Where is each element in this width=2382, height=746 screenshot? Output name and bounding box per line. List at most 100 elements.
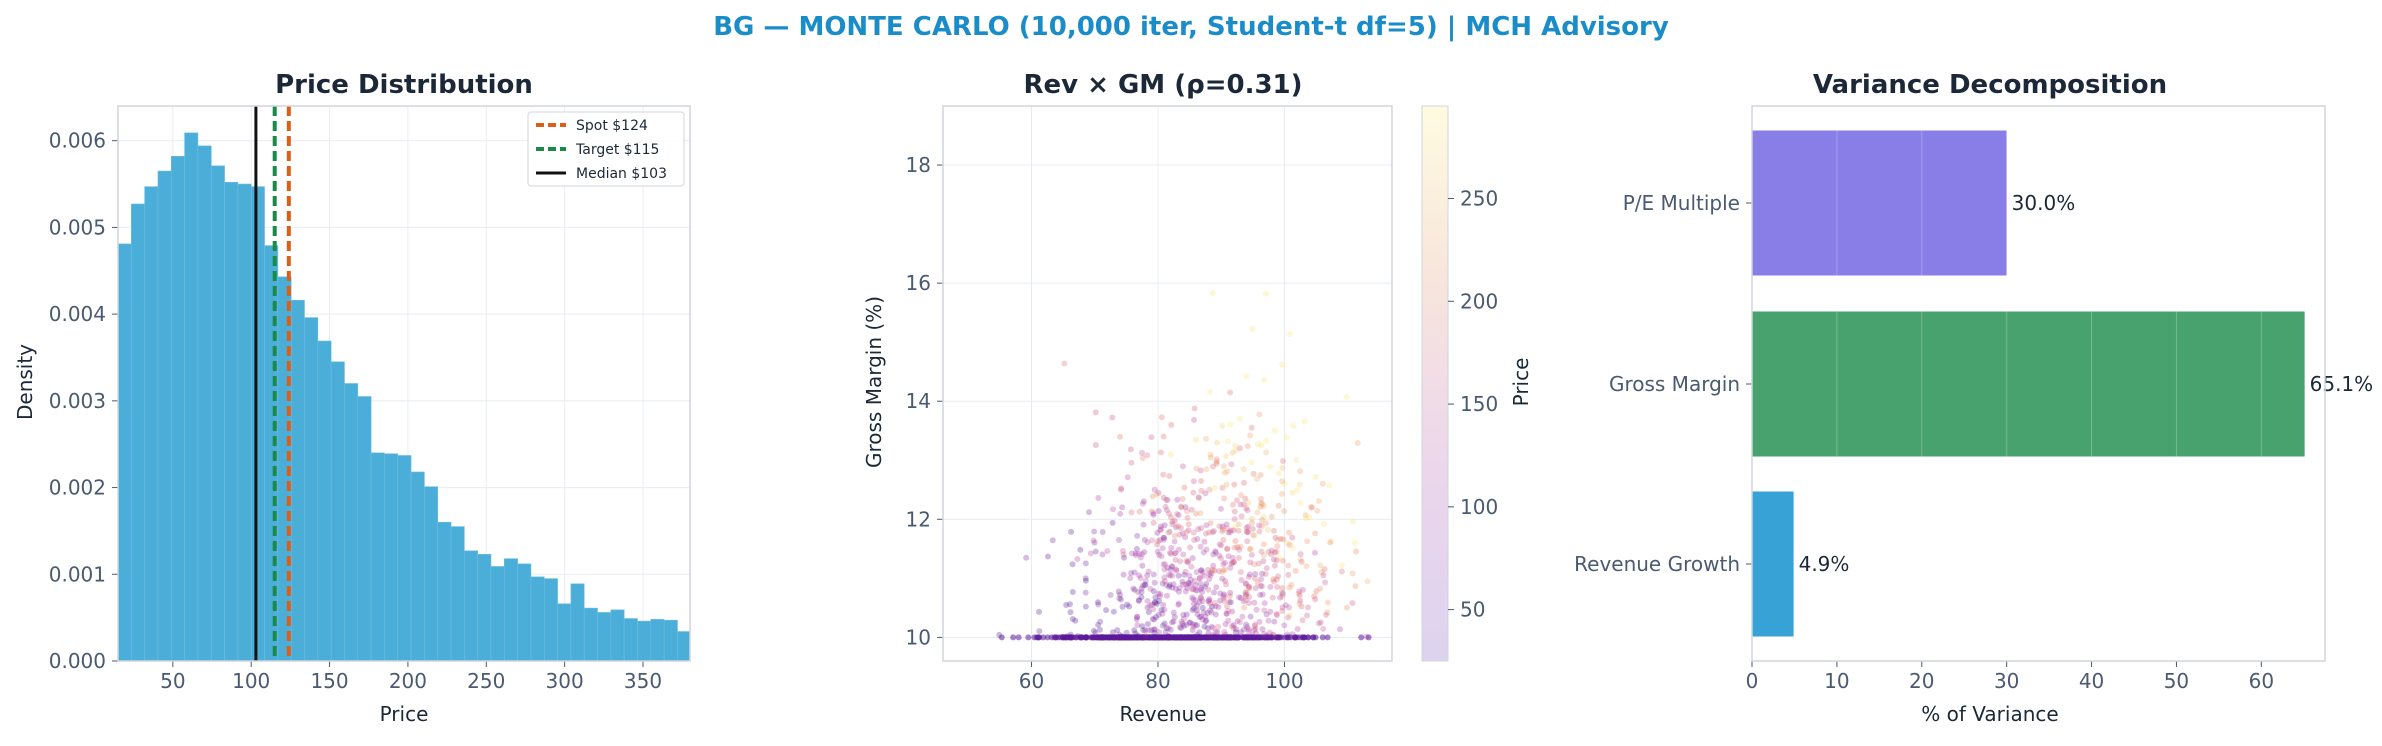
- x-tick-label: 60: [2249, 669, 2274, 693]
- histogram-bar: [131, 203, 145, 662]
- scatter-point: [1243, 621, 1250, 628]
- scatter-point: [1099, 551, 1106, 558]
- scatter-point: [1185, 521, 1192, 528]
- scatter-point: [1225, 553, 1232, 560]
- scatter-point: [1208, 570, 1215, 577]
- gross-margin-ylabel: Gross Margin (%): [862, 296, 886, 468]
- scatter-point: [1232, 442, 1239, 449]
- scatter-point: [1215, 634, 1222, 641]
- scatter-point: [1248, 459, 1255, 466]
- scatter-point: [1159, 545, 1166, 552]
- scatter-point: [1268, 547, 1275, 554]
- variance-category-label: Revenue Growth: [1574, 552, 1740, 576]
- scatter-point: [1237, 543, 1244, 550]
- y-tick-label: 12: [906, 507, 931, 531]
- scatter-point: [1279, 361, 1286, 368]
- scatter-point: [1151, 579, 1158, 586]
- scatter-point: [1353, 548, 1360, 555]
- scatter-point: [1119, 603, 1126, 610]
- scatter-point: [1175, 601, 1182, 608]
- scatter-point: [1254, 579, 1261, 586]
- scatter-point: [1177, 624, 1184, 631]
- scatter-point: [1324, 609, 1331, 616]
- scatter-point: [1260, 541, 1267, 548]
- scatter-point: [1154, 541, 1161, 548]
- scatter-point: [1284, 540, 1291, 547]
- variance-category-label: Gross Margin: [1609, 372, 1740, 396]
- scatter-point: [1242, 580, 1249, 587]
- scatter-point: [1319, 634, 1326, 641]
- scatter-point: [1247, 432, 1254, 439]
- scatter-point: [1252, 625, 1259, 632]
- scatter-point: [1243, 634, 1250, 641]
- scatter-point: [1115, 588, 1122, 595]
- scatter-point: [1243, 593, 1250, 600]
- x-tick-label: 200: [389, 669, 427, 693]
- scatter-point: [1181, 571, 1188, 578]
- scatter-point: [1134, 622, 1141, 629]
- y-tick-label: 18: [906, 153, 931, 177]
- scatter-point: [1036, 628, 1043, 635]
- price-colorbar: [1421, 105, 1449, 662]
- scatter-point: [1273, 576, 1280, 583]
- scatter-point: [1226, 529, 1233, 536]
- scatter-point: [1214, 629, 1221, 636]
- scatter-point: [1148, 508, 1155, 515]
- scatter-point: [1139, 500, 1146, 507]
- scatter-point: [1271, 549, 1278, 556]
- scatter-point: [1196, 574, 1203, 581]
- scatter-point: [1044, 634, 1051, 641]
- scatter-point: [1237, 569, 1244, 576]
- variance-data-label: 30.0%: [2012, 191, 2076, 215]
- scatter-point: [1249, 519, 1256, 526]
- scatter-point: [1312, 473, 1319, 480]
- scatter-point: [1259, 501, 1266, 508]
- scatter-point: [1326, 482, 1333, 489]
- scatter-point: [1279, 607, 1286, 614]
- scatter-point: [1035, 634, 1042, 641]
- scatter-point: [1189, 594, 1196, 601]
- scatter-point: [1238, 576, 1245, 583]
- scatter-point: [1210, 624, 1217, 631]
- scatter-point: [1136, 572, 1143, 579]
- scatter-point: [1203, 435, 1210, 442]
- scatter-point: [1256, 528, 1263, 535]
- y-tick-label: 16: [906, 271, 931, 295]
- scatter-point: [1063, 634, 1070, 641]
- scatter-point: [1150, 571, 1157, 578]
- scatter-point: [1338, 562, 1345, 569]
- scatter-point: [1209, 463, 1216, 470]
- scatter-point: [1251, 599, 1258, 606]
- scatter-point: [1144, 539, 1151, 546]
- histogram-bar: [450, 526, 465, 662]
- scatter-point: [1092, 442, 1099, 449]
- scatter-point: [1171, 538, 1178, 545]
- scatter-point: [1178, 504, 1185, 511]
- scatter-point: [1139, 582, 1146, 589]
- scatter-point: [1312, 530, 1319, 537]
- scatter-point: [1202, 613, 1209, 620]
- scatter-point: [1192, 597, 1199, 604]
- scatter-point: [1165, 529, 1172, 536]
- scatter-point: [998, 634, 1005, 641]
- scatter-point: [1183, 558, 1190, 565]
- scatter-point: [1289, 489, 1296, 496]
- histogram-bar: [570, 583, 585, 662]
- scatter-point: [1138, 589, 1145, 596]
- scatter-point: [1111, 634, 1118, 641]
- scatter-point: [1244, 538, 1251, 545]
- scatter-point: [1144, 572, 1151, 579]
- scatter-point: [1124, 601, 1131, 608]
- scatter-point: [1227, 421, 1234, 428]
- scatter-point: [1151, 599, 1158, 606]
- scatter-point: [1175, 512, 1182, 519]
- scatter-point: [1271, 562, 1278, 569]
- scatter-point: [1286, 604, 1293, 611]
- scatter-point: [1233, 626, 1240, 633]
- scatter-point: [1210, 528, 1217, 535]
- scatter-point: [1184, 514, 1191, 521]
- scatter-point: [1097, 618, 1104, 625]
- scatter-point: [1082, 589, 1089, 596]
- scatter-point: [1150, 510, 1157, 517]
- scatter-point: [1189, 607, 1196, 614]
